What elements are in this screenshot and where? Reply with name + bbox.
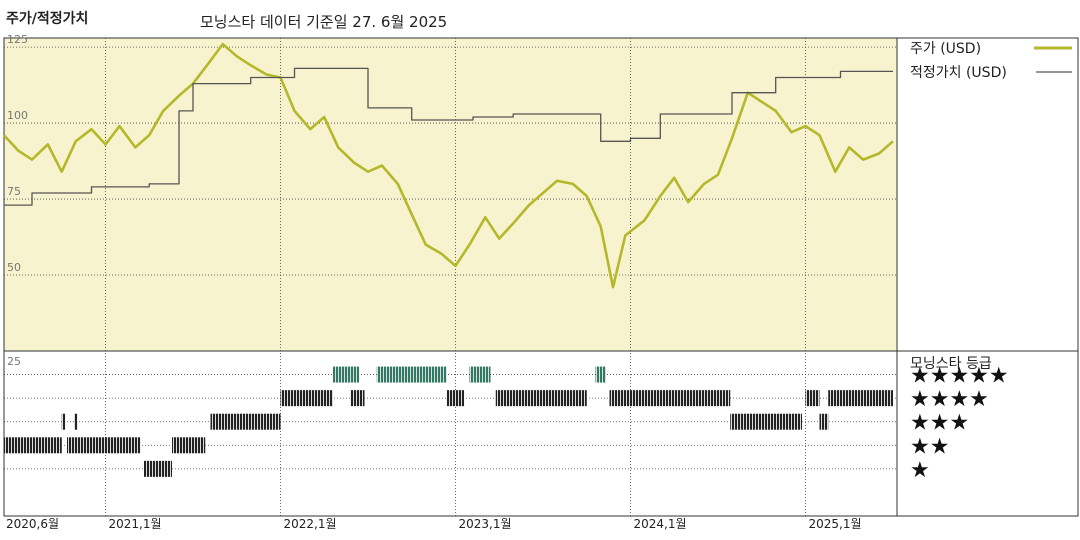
rating-segment-2-star: [4, 437, 62, 454]
rating-segment-4-star: [609, 390, 731, 407]
rating-segment-3-star: [61, 413, 66, 430]
rating-segment-4-star: [446, 390, 465, 407]
rating-segment-5-star: [595, 366, 606, 383]
upper-plot-background: [4, 38, 897, 351]
x-tick-label: 2023,1월: [459, 517, 512, 531]
y-tick-labels: 125 100 75 50 25: [7, 33, 28, 368]
star-legend-5: ★★★★★: [910, 364, 1009, 389]
rating-segment-4-star: [805, 390, 820, 407]
rating-segment-1-star: [144, 460, 172, 477]
star-legend-3: ★★★: [910, 411, 969, 436]
x-tick-label: 2024,1월: [634, 517, 687, 531]
legend-fair-value-label: 적정가치 (USD): [910, 65, 1007, 81]
star-legend-2: ★★: [910, 434, 949, 459]
rating-y-tick-label: 25: [7, 355, 21, 368]
rating-segment-3-star: [210, 413, 281, 430]
rating-panel-title: 모닝스타 등급: [910, 356, 992, 372]
rating-segment-3-star: [730, 413, 802, 430]
rating-segment-4-star: [350, 390, 365, 407]
rating-segment-2-star: [172, 437, 206, 454]
price-line: [3, 42, 894, 289]
x-tick-label: 2022,1월: [284, 517, 337, 531]
y-tick-label: 100: [7, 109, 28, 122]
y-tick-label: 75: [7, 185, 21, 198]
rating-segment-4-star: [495, 390, 587, 407]
x-tick-label: 2025,1월: [809, 517, 862, 531]
rating-segment-2-star: [67, 437, 141, 454]
star-legend-4: ★★★★: [910, 387, 989, 412]
legend-price-label: 주가 (USD): [910, 41, 981, 57]
y-tick-label: 50: [7, 261, 21, 274]
rating-segment-4-star: [828, 390, 893, 407]
rating-bars: [4, 366, 893, 477]
rating-segment-3-star: [74, 413, 78, 430]
x-tick-label: 2020,6월: [6, 517, 59, 531]
rating-segment-5-star: [469, 366, 491, 383]
fair-value-line: [4, 67, 893, 206]
chart-subtitle: 모닝스타 데이터 기준일 27. 6월 2025: [200, 13, 448, 31]
y-tick-label: 125: [7, 33, 28, 46]
rating-segment-5-star: [333, 366, 360, 383]
star-legend-1: ★: [910, 458, 930, 483]
series-lines: [3, 42, 894, 289]
x-tick-labels: 2020,6월 2021,1월 2022,1월 2023,1월 2024,1월 2025,…: [6, 517, 862, 531]
legend: 주가 (USD) 적정가치 (USD): [910, 41, 1072, 81]
rating-segment-4-star: [280, 390, 333, 407]
chart-title: 주가/적정가치: [6, 11, 89, 27]
star-legend: 모닝스타 등급★★★★★★★★★★★★★★★: [910, 356, 1009, 483]
x-tick-label: 2021,1월: [109, 517, 162, 531]
rating-panel-frame: [3, 350, 1079, 517]
rating-segment-5-star: [376, 366, 447, 383]
rating-segment-3-star: [819, 413, 829, 430]
